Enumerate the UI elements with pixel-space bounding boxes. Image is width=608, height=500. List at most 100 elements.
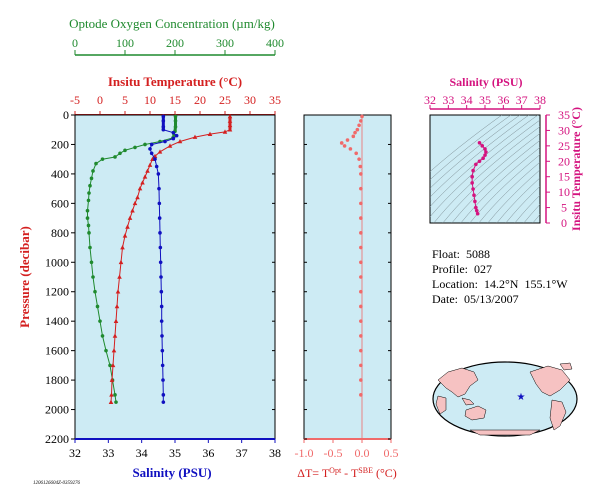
oxygen-point	[86, 223, 91, 228]
salinity-point	[171, 136, 176, 141]
salinity-point	[159, 319, 164, 323]
oxygen-axis-title: Optode Oxygen Concentration (µm/kg)	[69, 16, 275, 31]
landmass-seasia	[461, 397, 475, 406]
temperature-point	[110, 362, 116, 368]
pressure-tick-label: 400	[51, 167, 69, 181]
delta-point	[353, 130, 357, 135]
oxygen-tick-label: 400	[266, 36, 284, 50]
temperature-point	[117, 274, 122, 279]
oxygen-point	[87, 231, 91, 235]
salinity-point	[158, 245, 163, 250]
oxygen-point	[86, 198, 91, 203]
temperature-tick-label: 35	[269, 93, 281, 107]
float-info-float: Float: 5088	[432, 247, 491, 261]
ts-y-tick-label: 5	[561, 201, 567, 215]
temperature-point	[137, 186, 143, 191]
delta-point	[359, 216, 363, 220]
salinity-tick-label: 33	[102, 446, 114, 460]
delta-point	[359, 363, 363, 368]
temperature-point	[132, 200, 138, 206]
ts-plot-area	[429, 114, 541, 224]
density-contour	[514, 194, 540, 223]
temperature-tick-label: 30	[244, 93, 256, 107]
density-contour	[532, 214, 540, 223]
delta-point	[345, 138, 350, 142]
temperature-point	[114, 303, 120, 309]
landmass-antarctica	[469, 429, 541, 436]
oxygen-point	[133, 145, 137, 150]
delta-series	[339, 114, 364, 397]
delta-plot-area	[303, 114, 392, 440]
delta-point	[359, 186, 363, 191]
ts-x-tick-label: 33	[442, 93, 454, 107]
oxygen-point	[91, 169, 95, 173]
oxygen-point	[87, 191, 91, 195]
pressure-axis-label: Pressure (decibar)	[17, 226, 32, 328]
oxygen-point	[89, 260, 94, 265]
ts-point	[483, 153, 487, 157]
oxygen-point	[114, 400, 118, 404]
delta-axis-label: ΔT= TOpt - TSBE (°C)	[297, 466, 397, 481]
pressure-tick-label: 1600	[45, 344, 69, 358]
density-contour	[487, 169, 540, 223]
ts-density-contours	[430, 115, 540, 223]
pressure-tick-label: 0	[63, 108, 69, 122]
delta-point	[351, 134, 356, 139]
temperature-tick-label: 25	[219, 93, 231, 107]
temperature-tick-label: 15	[169, 93, 181, 107]
oxygen-point	[91, 275, 95, 279]
oxygen-point	[88, 245, 92, 250]
salinity-point	[156, 172, 161, 176]
density-contour	[469, 154, 540, 223]
ts-salinity-axis: 32 33 34 35 36 37 38	[424, 93, 546, 110]
temperature-point	[130, 208, 135, 213]
ts-y-tick-label: 20	[558, 154, 570, 168]
salinity-point	[153, 157, 157, 161]
delta-point	[355, 127, 360, 132]
ts-x-tick-label: 34	[461, 93, 473, 107]
ts-point	[473, 199, 477, 204]
float-info-location: Location: 14.2°N 155.1°W	[432, 277, 568, 291]
oxygen-tick-label: 0	[72, 36, 78, 50]
density-contour	[430, 115, 521, 189]
salinity-point	[160, 363, 165, 368]
salinity-point	[159, 275, 163, 279]
density-contour	[442, 133, 540, 223]
pressure-tick-label: 1200	[45, 285, 69, 299]
oxygen-point	[89, 176, 94, 181]
ts-point	[477, 159, 482, 164]
oxygen-point	[95, 304, 100, 309]
temperature-tick-label: 20	[194, 93, 206, 107]
salinity-point	[157, 186, 161, 191]
delta-point	[359, 201, 363, 206]
salinity-point	[161, 378, 165, 382]
temperature-point	[112, 333, 118, 338]
temperature-point	[109, 377, 115, 382]
salinity-axis: 32 33 34 35 36 37 38	[69, 438, 281, 460]
ts-point	[477, 140, 482, 145]
density-contour	[430, 115, 530, 198]
pressure-axis: 0 200 400 600 800 1000 1200 1400 1600 1800 2000 220…	[45, 108, 75, 446]
oxygen-point	[93, 289, 97, 294]
ts-x-tick-label: 38	[534, 93, 546, 107]
salinity-point	[159, 304, 164, 309]
density-contour	[523, 204, 540, 223]
oxygen-point	[104, 348, 108, 353]
temperature-point	[122, 233, 128, 238]
salinity-point	[163, 139, 167, 144]
profile-series	[85, 113, 233, 404]
float-info-date: Date: 05/13/2007	[432, 292, 519, 306]
oxygen-tick-label: 200	[166, 36, 184, 50]
delta-point	[359, 275, 363, 279]
oxygen-point	[113, 393, 117, 397]
temperature-point	[207, 131, 213, 136]
delta-point	[339, 141, 344, 145]
pressure-tick-label: 600	[51, 196, 69, 210]
salinity-tick-label: 34	[136, 446, 148, 460]
ts-point	[475, 211, 480, 216]
salinity-tick-label: 38	[269, 446, 281, 460]
footer-id: 1206126604Z-0359276	[33, 481, 80, 486]
main-plot-frame	[272, 114, 275, 440]
pressure-tick-label: 1800	[45, 373, 69, 387]
ts-x-tick-label: 35	[479, 93, 491, 107]
